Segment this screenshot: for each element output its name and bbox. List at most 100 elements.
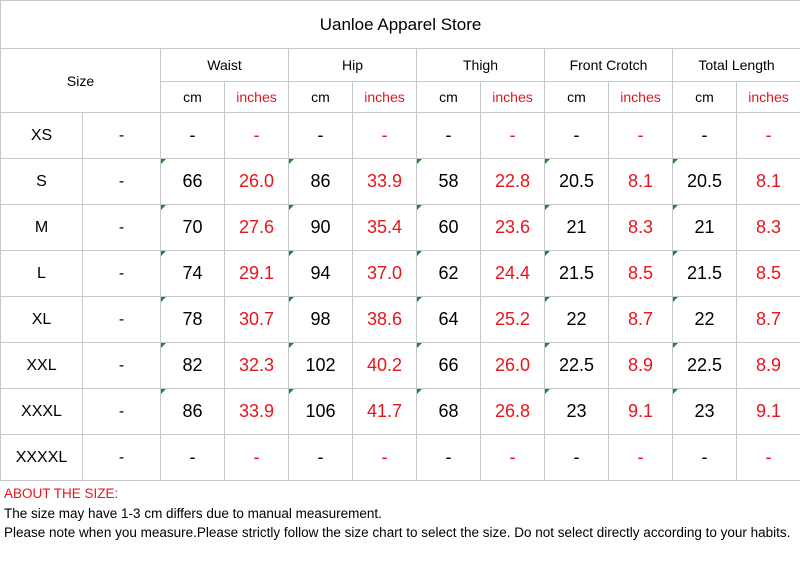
cell-marker-icon xyxy=(161,297,166,302)
cm-value-cell: - xyxy=(416,112,481,159)
cell-marker-icon xyxy=(417,205,422,210)
cell-value: 60 xyxy=(438,217,459,237)
cm-value-cell: 23 xyxy=(672,388,737,435)
cell-marker-icon xyxy=(417,343,422,348)
cm-value-cell: 23 xyxy=(544,388,609,435)
cm-value-cell: 70 xyxy=(160,204,225,251)
cell-value: 38.6 xyxy=(366,309,403,329)
cell-value: 22.8 xyxy=(494,171,531,191)
cell-value: - xyxy=(189,125,196,145)
inches-value-cell: 35.4 xyxy=(352,204,417,251)
cm-value-cell: - xyxy=(288,112,353,159)
inches-value-cell: 8.7 xyxy=(608,296,673,343)
inches-value-cell: - xyxy=(608,112,673,159)
cell-value: - xyxy=(701,447,708,467)
size-label: L xyxy=(0,250,83,297)
unit-inches: inches xyxy=(735,81,800,113)
size-code-cell: - xyxy=(82,204,161,251)
cell-value: 26.0 xyxy=(494,355,531,375)
cell-value: 78 xyxy=(182,309,203,329)
cm-value-cell: 20.5 xyxy=(544,158,609,205)
cm-value-cell: 86 xyxy=(288,158,353,205)
size-code-cell: - xyxy=(82,434,161,481)
cm-value-cell: 78 xyxy=(160,296,225,343)
table-row: S - 66 26.0 86 33.9 58 22.8 20.5 8.1 20.5 8.1 xyxy=(0,158,800,205)
inches-value-cell: 41.7 xyxy=(352,388,417,435)
table-row: XXXL - 86 33.9 106 41.7 68 26.8 23 9.1 23 9.1 xyxy=(0,388,800,435)
cell-value: 8.1 xyxy=(756,171,782,191)
unit-inches: inches xyxy=(352,81,417,113)
cell-marker-icon xyxy=(417,159,422,164)
inches-value-cell: - xyxy=(480,434,545,481)
cell-marker-icon xyxy=(289,159,294,164)
cm-value-cell: 22.5 xyxy=(544,342,609,389)
inches-value-cell: 29.1 xyxy=(224,250,289,297)
cell-value: 8.5 xyxy=(756,263,782,283)
cell-value: 74 xyxy=(182,263,203,283)
cell-marker-icon xyxy=(161,343,166,348)
cell-value: 8.3 xyxy=(756,217,782,237)
group-header-waist: Waist xyxy=(160,48,289,82)
cell-value: 26.0 xyxy=(238,171,275,191)
cell-value: - xyxy=(637,125,644,145)
cell-value: - xyxy=(637,447,644,467)
cell-value: 64 xyxy=(438,309,459,329)
cell-marker-icon xyxy=(289,389,294,394)
cell-value: 8.9 xyxy=(627,355,654,375)
group-header-total-length: Total Length xyxy=(671,48,800,82)
cell-marker-icon xyxy=(545,251,550,256)
inches-value-cell: 26.0 xyxy=(224,158,289,205)
inches-value-cell: 22.8 xyxy=(480,158,545,205)
cell-value: 20.5 xyxy=(558,171,595,191)
cell-marker-icon xyxy=(673,159,678,164)
cell-marker-icon xyxy=(673,389,678,394)
cell-value: - xyxy=(317,125,324,145)
cm-value-cell: 102 xyxy=(288,342,353,389)
cell-value: 21.5 xyxy=(558,263,595,283)
cm-value-cell: 82 xyxy=(160,342,225,389)
cell-marker-icon xyxy=(673,343,678,348)
size-label: XS xyxy=(0,112,83,159)
inches-value-cell: - xyxy=(608,434,673,481)
inches-value-cell: - xyxy=(480,112,545,159)
cm-value-cell: 66 xyxy=(160,158,225,205)
cell-value: - xyxy=(381,447,388,467)
cell-marker-icon xyxy=(545,389,550,394)
cell-value: 8.3 xyxy=(627,217,654,237)
cell-value: 62 xyxy=(438,263,459,283)
cell-value: 22 xyxy=(566,309,587,329)
inches-value-cell: 24.4 xyxy=(480,250,545,297)
size-column-header: Size xyxy=(0,48,161,113)
inches-value-cell: - xyxy=(735,112,800,159)
unit-inches: inches xyxy=(608,81,673,113)
inches-value-cell: 33.9 xyxy=(352,158,417,205)
inches-value-cell: 37.0 xyxy=(352,250,417,297)
cell-value: 21 xyxy=(694,217,715,237)
inches-value-cell: 9.1 xyxy=(608,388,673,435)
cell-marker-icon xyxy=(545,297,550,302)
notes-line-1: The size may have 1-3 cm differs due to … xyxy=(4,505,382,521)
size-code-cell: - xyxy=(82,296,161,343)
group-header-front-crotch: Front Crotch xyxy=(544,48,673,82)
cm-value-cell: 66 xyxy=(416,342,481,389)
inches-value-cell: 8.5 xyxy=(735,250,800,297)
cell-value: 9.1 xyxy=(756,401,782,421)
cell-value: 8.7 xyxy=(627,309,654,329)
inches-value-cell: - xyxy=(224,112,289,159)
cell-value: 22 xyxy=(694,309,715,329)
size-code-cell: - xyxy=(82,112,161,159)
size-chart: Uanloe Apparel Store Size Waist Hip Thig… xyxy=(0,0,800,540)
cell-marker-icon xyxy=(161,159,166,164)
inches-value-cell: 8.5 xyxy=(608,250,673,297)
cell-value: 21 xyxy=(566,217,587,237)
cell-marker-icon xyxy=(545,343,550,348)
inches-value-cell: 30.7 xyxy=(224,296,289,343)
inches-value-cell: - xyxy=(735,434,800,481)
notes-heading: ABOUT THE SIZE: xyxy=(4,486,119,501)
cell-marker-icon xyxy=(545,205,550,210)
cell-value: - xyxy=(509,447,516,467)
cell-value: 30.7 xyxy=(238,309,275,329)
cm-value-cell: 21.5 xyxy=(672,250,737,297)
cell-value: - xyxy=(445,447,452,467)
cell-value: - xyxy=(573,125,580,145)
